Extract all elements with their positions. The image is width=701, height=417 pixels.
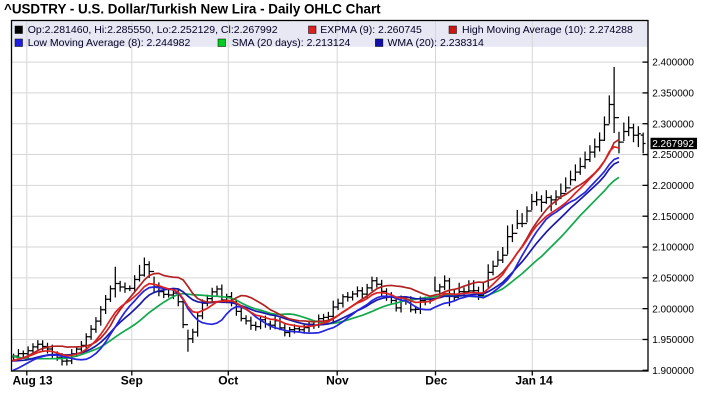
svg-text:WMA (20): 2.238314: WMA (20): 2.238314 [388,37,484,49]
svg-text:2.050000: 2.050000 [652,273,694,284]
svg-text:SMA (20 days): 2.213124: SMA (20 days): 2.213124 [232,37,351,49]
svg-text:2.100000: 2.100000 [652,243,694,254]
svg-text:Sep: Sep [121,374,143,388]
svg-text:1.900000: 1.900000 [652,366,694,377]
svg-text:2.150000: 2.150000 [652,212,694,223]
svg-text:Jan 14: Jan 14 [515,374,553,388]
svg-text:1.950000: 1.950000 [652,335,694,346]
svg-text:2.350000: 2.350000 [652,89,694,100]
svg-text:Low Moving Average (8): 2.2449: Low Moving Average (8): 2.244982 [28,37,191,49]
svg-text:Nov: Nov [326,374,349,388]
svg-text:High Moving Average (10): 2.27: High Moving Average (10): 2.274288 [462,24,633,36]
svg-text:2.300000: 2.300000 [652,119,694,130]
svg-text:2.250000: 2.250000 [652,150,694,161]
svg-text:2.267992: 2.267992 [652,139,694,150]
svg-text:Aug 13: Aug 13 [12,374,52,388]
svg-text:Oct: Oct [218,374,238,388]
svg-text:EXPMA (9): 2.260745: EXPMA (9): 2.260745 [320,24,422,36]
svg-text:Op:2.281460, Hi:2.285550, Lo:2: Op:2.281460, Hi:2.285550, Lo:2.252129, C… [28,24,278,36]
svg-text:Dec: Dec [425,374,447,388]
svg-text:2.400000: 2.400000 [652,58,694,69]
svg-text:2.200000: 2.200000 [652,181,694,192]
svg-text:^USDTRY - U.S. Dollar/Turkish: ^USDTRY - U.S. Dollar/Turkish New Lira -… [4,2,381,17]
svg-text:2.000000: 2.000000 [652,304,694,315]
